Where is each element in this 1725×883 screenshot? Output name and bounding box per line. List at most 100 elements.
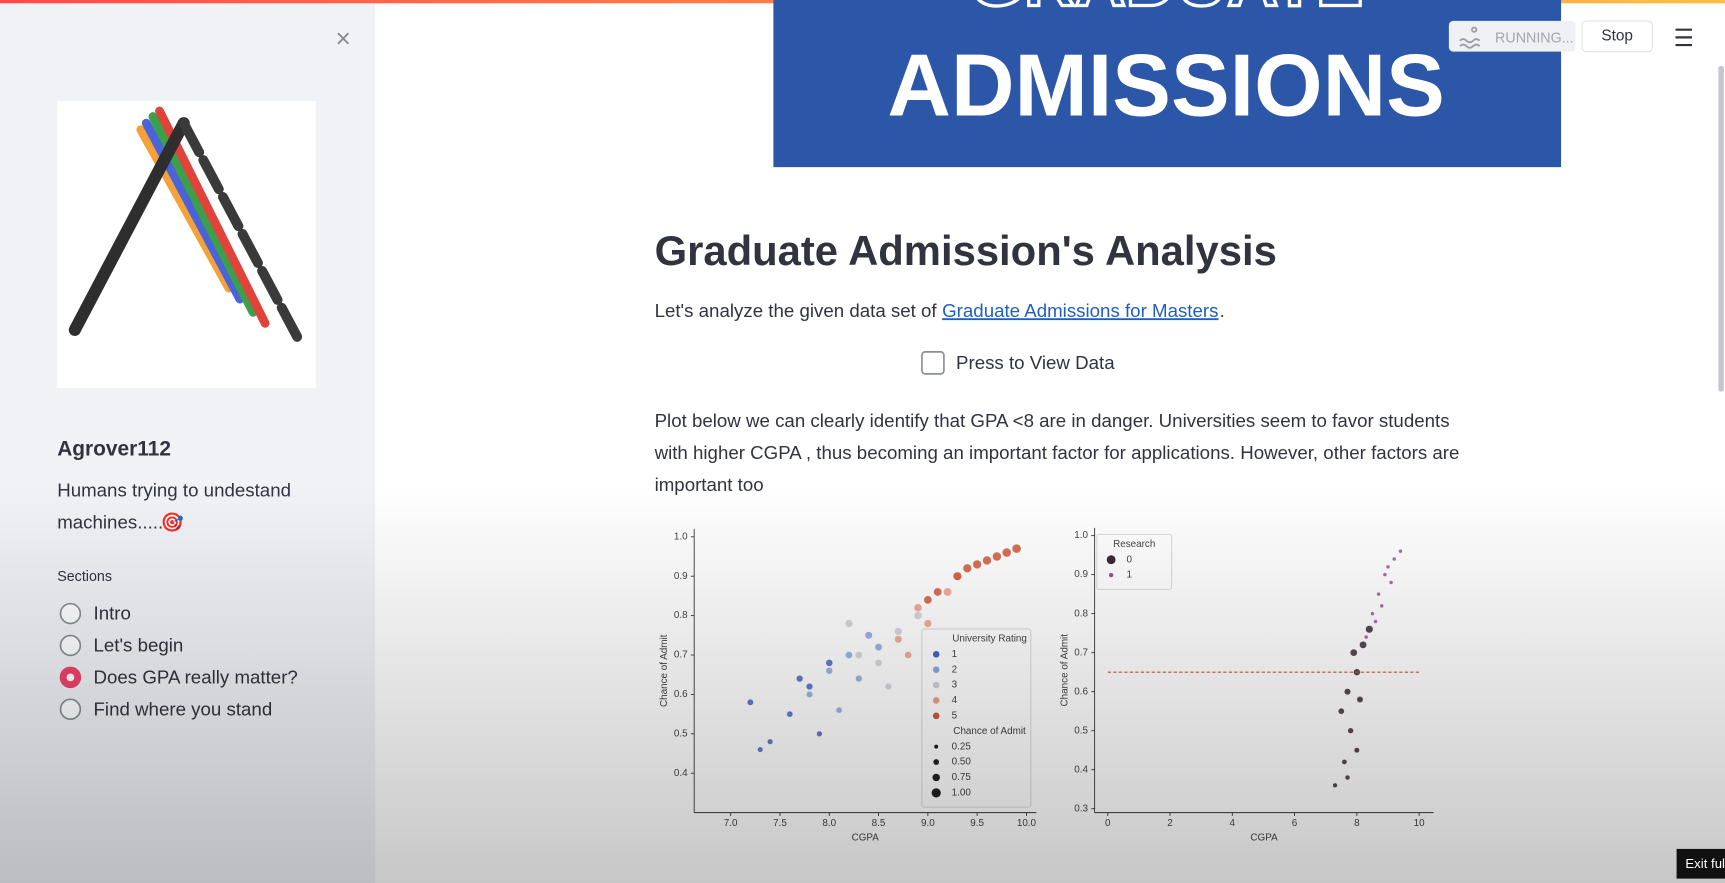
x-tick-label: 8.5 [872, 818, 886, 829]
radio-label[interactable]: Let's begin [94, 635, 184, 656]
scatter-point [747, 698, 754, 706]
legend-swatch [1108, 572, 1114, 578]
intro-text: . [1220, 300, 1225, 321]
username: Agrover112 [57, 437, 171, 460]
scatter-point [972, 559, 982, 569]
menu-button[interactable] [1675, 28, 1692, 47]
size-swatch [931, 788, 941, 798]
intro-text: Let's analyze the given data set of [655, 300, 938, 321]
scatter-point [1382, 572, 1388, 577]
status-badge [1448, 20, 1576, 52]
scatter-point [874, 643, 883, 651]
scatter-point [1341, 759, 1348, 765]
close-sidebar[interactable]: × [336, 24, 351, 54]
radio-label[interactable]: Intro [94, 603, 131, 624]
scatter-point [894, 627, 903, 636]
y-tick-label: 1.0 [1074, 530, 1088, 541]
y-tick-label: 0.9 [674, 571, 688, 582]
legend-swatch [932, 681, 940, 689]
page-title: Graduate Admission's Analysis [655, 227, 1277, 274]
legend-swatch [932, 650, 940, 658]
radio-button[interactable] [59, 602, 82, 625]
banner-partial: GRADUATE [969, 0, 1363, 20]
scatter-point [1398, 549, 1403, 554]
x-axis-label: CGPA [1250, 833, 1278, 844]
x-tick-label: 0 [1105, 818, 1111, 829]
scatter-point [933, 587, 943, 597]
y-tick-label: 0.4 [1074, 764, 1088, 775]
scatter-point [835, 706, 843, 714]
stop-button[interactable] [1581, 20, 1653, 53]
status-text: RUNNING... [1495, 30, 1574, 46]
scatter-point [1332, 782, 1338, 788]
scatter-point [825, 659, 833, 667]
banner-text: GRADUATE ADMISSIONS [887, 0, 1444, 135]
scatter-point [884, 683, 892, 691]
scatter-point [806, 690, 813, 698]
x-tick-label: 4 [1230, 818, 1236, 829]
legend-title: Research [1113, 539, 1155, 550]
scatter-point [1338, 707, 1345, 715]
radio-button[interactable] [59, 698, 82, 720]
y-tick-label: 0.5 [1074, 725, 1088, 736]
banner [773, 0, 1562, 168]
scatter-point [825, 667, 833, 675]
legend-title: Chance of Admit [953, 726, 1026, 737]
scatter-point [1385, 564, 1391, 570]
legend-label: 5 [952, 710, 958, 721]
radio-label[interactable]: Find where you stand [94, 698, 273, 719]
x-tick-label: 9.5 [970, 818, 984, 829]
scatter-point [1388, 580, 1394, 585]
scatter-point [844, 619, 854, 628]
radio-button[interactable] [59, 634, 82, 657]
scatter-point [845, 651, 853, 659]
scatter-point [1002, 547, 1012, 558]
scatter-point [1344, 688, 1351, 696]
y-axis-label: Chance of Admit [659, 634, 670, 707]
scatter-point [855, 675, 863, 683]
x-tick-label: 9.0 [921, 818, 935, 829]
y-axis-label: Chance of Admit [1060, 634, 1071, 707]
scatter-point [1356, 696, 1364, 703]
scatter-point [1370, 611, 1375, 616]
scatter-point [1349, 648, 1358, 657]
scatter-point [855, 651, 863, 659]
x-tick-label: 7.0 [724, 818, 738, 829]
scatter-point [864, 631, 873, 640]
legend-label: 3 [952, 680, 958, 691]
banner-title: ADMISSIONS [887, 36, 1444, 135]
scatter-point [952, 571, 962, 581]
legend-label: 0.50 [952, 757, 972, 768]
legend-label: 0.25 [952, 741, 972, 752]
exit-label[interactable]: Exit ful [1685, 856, 1725, 871]
x-tick-label: 8.0 [822, 818, 836, 829]
emoji: 🎯 [161, 511, 184, 532]
legend-label: 2 [952, 664, 958, 675]
scatter-point [904, 651, 912, 659]
dataset-link[interactable]: Graduate Admissions for Masters [942, 300, 1218, 321]
legend-label: 1.00 [952, 787, 972, 798]
y-tick-label: 0.9 [1074, 569, 1088, 580]
scatter-point [913, 611, 923, 620]
exit-button[interactable] [1676, 848, 1725, 879]
x-tick-label: 6 [1292, 818, 1298, 829]
stop-label[interactable]: Stop [1601, 27, 1633, 44]
size-swatch [932, 773, 940, 782]
scatter-point [962, 563, 972, 573]
checkbox-label[interactable]: Press to View Data [956, 352, 1115, 373]
scatter-point [894, 635, 903, 644]
y-tick-label: 0.7 [674, 650, 688, 661]
legend-swatch [932, 712, 940, 720]
scatter-point [1344, 774, 1351, 781]
status-icon [1459, 26, 1481, 49]
scatter-point [1363, 634, 1369, 640]
checkbox[interactable] [921, 351, 945, 375]
y-tick-label: 0.8 [674, 610, 688, 621]
scatter-point [1359, 641, 1367, 649]
scrollbar[interactable] [1718, 65, 1724, 392]
scatter-point [1376, 591, 1381, 597]
scatter-point [1379, 603, 1384, 609]
radio-label[interactable]: Does GPA really matter? [94, 666, 298, 687]
x-axis-label: CGPA [852, 833, 880, 844]
